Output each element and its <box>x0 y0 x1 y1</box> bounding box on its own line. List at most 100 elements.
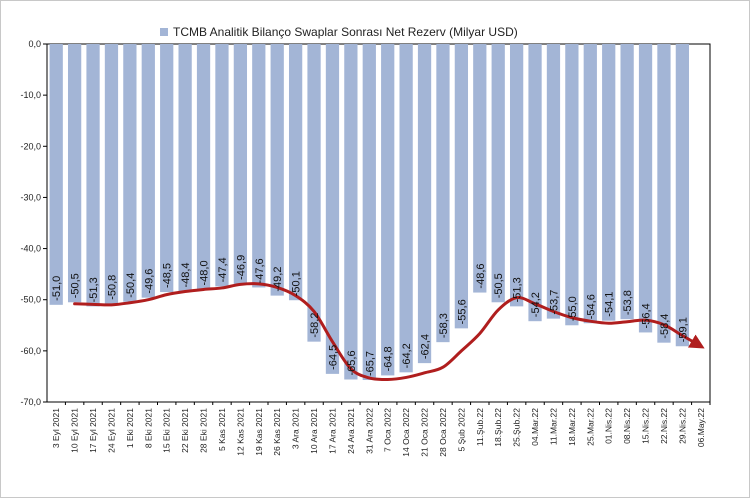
bar <box>362 44 376 381</box>
bar <box>546 44 561 319</box>
data-label: -58,3 <box>438 313 450 338</box>
bar <box>602 44 616 321</box>
bar <box>473 44 487 293</box>
x-tick-label: 24 Eyl 2021 <box>106 408 116 453</box>
data-label: -48,5 <box>162 263 174 288</box>
bar <box>196 44 211 290</box>
bar <box>417 44 432 364</box>
bar <box>178 44 192 292</box>
bar <box>620 44 634 320</box>
x-tick-label: 3 Ara 2021 <box>291 408 301 449</box>
bar <box>49 44 63 305</box>
data-label: -50,1 <box>291 271 303 296</box>
x-tick-label: 19 Kas 2021 <box>254 408 264 456</box>
y-axis: 0,0 -10,0 -20,0 -30,0 -40,0 -50,0 -60,0 -70,0 <box>20 39 47 407</box>
legend-label: TCMB Analitik Bilanço Swaplar Sonrası Ne… <box>173 25 518 39</box>
y-tick-label: -50,0 <box>20 295 41 305</box>
x-tick-label: 15.Nis.22 <box>641 408 651 444</box>
x-tick-label: 14 Oca 2022 <box>401 408 411 457</box>
data-labels: -51,0 -50,5 -51,3 -50,8 -50,4 -49,6 -48,5 -48,4… <box>51 255 689 376</box>
x-tick-label: 01.Nis.22 <box>604 408 614 444</box>
data-label: -48,6 <box>475 263 487 288</box>
data-label: -47,6 <box>254 258 266 283</box>
bar <box>270 44 284 296</box>
x-tick-label: 25.Mar.22 <box>585 408 595 446</box>
bar <box>565 44 579 326</box>
y-tick-label: -20,0 <box>20 141 41 151</box>
x-tick-label: 21 Oca 2022 <box>420 408 430 457</box>
bar <box>104 44 119 304</box>
x-tick-label: 26 Kas 2021 <box>272 408 282 456</box>
data-label: -54,6 <box>585 294 597 319</box>
x-tick-label: 17 Ara 2021 <box>327 408 337 454</box>
bar <box>288 44 303 301</box>
bar <box>67 44 82 303</box>
x-tick-label: 22.Nis.22 <box>659 408 669 444</box>
data-label: -65,7 <box>364 351 376 376</box>
data-label: -50,4 <box>125 273 137 298</box>
x-tick-label: 12 Kas 2021 <box>235 408 245 456</box>
bar <box>252 44 266 288</box>
bar <box>123 44 137 302</box>
trend-line <box>73 282 705 382</box>
x-tick-label: 5 Kas 2021 <box>217 408 227 451</box>
y-tick-label: -60,0 <box>20 346 41 356</box>
x-tick-label: 04.Mar.22 <box>530 408 540 446</box>
x-tick-label: 3 Eyl 2021 <box>51 408 61 448</box>
x-tick-label: 7 Oca 2022 <box>383 408 393 452</box>
x-tick-label: 18.Mar.22 <box>567 408 577 446</box>
bar <box>675 44 690 347</box>
x-tick-label: 17 Eyl 2021 <box>88 408 98 453</box>
data-label: -50,8 <box>106 275 118 300</box>
data-label: -54,1 <box>604 292 616 317</box>
legend: TCMB Analitik Bilanço Swaplar Sonrası Ne… <box>160 25 518 39</box>
x-tick-label: 11.Mar.22 <box>548 408 558 445</box>
bar <box>160 44 174 293</box>
x-tick-label: 10 Eyl 2021 <box>70 408 80 453</box>
bar <box>325 44 340 374</box>
x-tick-label: 28 Oca 2022 <box>438 408 448 457</box>
data-label: -56,4 <box>641 303 653 328</box>
x-tick-label: 10 Ara 2021 <box>309 408 319 454</box>
x-tick-label: 25.Şub.22 <box>512 408 522 447</box>
data-label: -53,7 <box>548 290 560 315</box>
bar <box>307 44 321 342</box>
x-tick-label: 06.May.22 <box>696 408 706 447</box>
bar <box>381 44 395 376</box>
data-label: -51,3 <box>88 277 100 302</box>
data-label: -46,9 <box>235 255 247 280</box>
data-label: -49,6 <box>143 269 155 294</box>
data-label: -51,0 <box>51 276 63 301</box>
bar <box>657 44 671 343</box>
y-tick-label: -70,0 <box>20 397 41 407</box>
data-label: -55,0 <box>567 296 579 321</box>
data-label: -47,4 <box>217 257 229 282</box>
data-label: -51,3 <box>512 277 524 302</box>
x-tick-label: 1 Eki 2021 <box>125 408 135 448</box>
trend-line-layer <box>73 282 705 382</box>
bar <box>509 44 524 307</box>
data-label: -48,0 <box>199 260 211 285</box>
y-tick-label: -40,0 <box>20 244 41 254</box>
data-label: -50,5 <box>70 273 82 298</box>
x-tick-label: 11.Şub.22 <box>475 408 485 446</box>
data-label: -62,4 <box>420 334 432 359</box>
bar <box>583 44 597 324</box>
bar <box>638 44 653 333</box>
x-tick-label: 24 Ara 2021 <box>346 408 356 454</box>
bar <box>491 44 505 303</box>
x-tick-label: 5 Şub 2022 <box>456 408 466 452</box>
x-tick-label: 29.Nis.22 <box>677 408 687 444</box>
bar <box>399 44 413 373</box>
data-label: -58,4 <box>659 314 671 339</box>
bars <box>49 44 690 381</box>
bar <box>528 44 542 322</box>
data-label: -64,8 <box>383 346 395 371</box>
data-label: -48,4 <box>180 262 192 287</box>
y-tick-label: 0,0 <box>28 39 41 49</box>
legend-swatch <box>160 28 168 36</box>
bar <box>344 44 358 380</box>
data-label: -53,8 <box>622 290 634 315</box>
